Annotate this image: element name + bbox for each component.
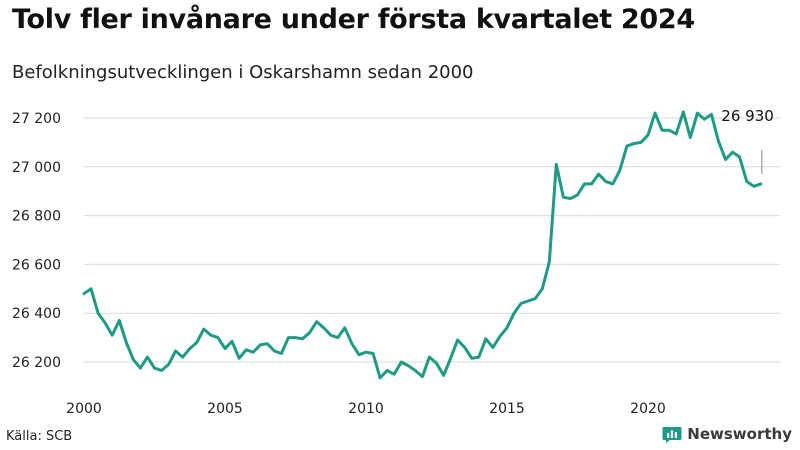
y-axis-ticks: 26 200 26 400 26 600 26 800 27 000 27 200 xyxy=(12,111,61,371)
y-tick-label: 26 200 xyxy=(12,355,61,371)
annotation-label: 26 930 xyxy=(721,107,774,125)
x-tick-label: 2010 xyxy=(348,401,384,417)
x-tick-label: 2005 xyxy=(207,401,243,417)
chart-subtitle: Befolkningsutvecklingen i Oskarshamn sed… xyxy=(12,62,474,83)
annotation-layer: 26 930 xyxy=(721,107,774,174)
y-tick-label: 26 400 xyxy=(12,306,61,322)
gridlines xyxy=(84,117,780,363)
x-tick-label: 2000 xyxy=(66,401,102,417)
y-tick-label: 26 800 xyxy=(12,209,61,225)
x-tick-label: 2015 xyxy=(489,401,525,417)
y-tick-label: 26 600 xyxy=(12,257,61,273)
brand-logo[interactable]: Newsworthy xyxy=(662,424,792,444)
y-tick-label: 27 000 xyxy=(12,160,61,176)
source-note: Källa: SCB xyxy=(6,429,73,444)
series-layer xyxy=(82,110,763,380)
x-axis-ticks: 2000 2005 2010 2015 2020 xyxy=(66,401,666,417)
x-tick-label: 2020 xyxy=(630,401,666,417)
series-line xyxy=(82,110,763,380)
y-tick-label: 27 200 xyxy=(12,111,61,127)
newsworthy-logo-icon xyxy=(662,427,682,443)
brand-name: Newsworthy xyxy=(687,425,792,443)
chart-title: Tolv fler invånare under första kvartale… xyxy=(12,4,695,35)
